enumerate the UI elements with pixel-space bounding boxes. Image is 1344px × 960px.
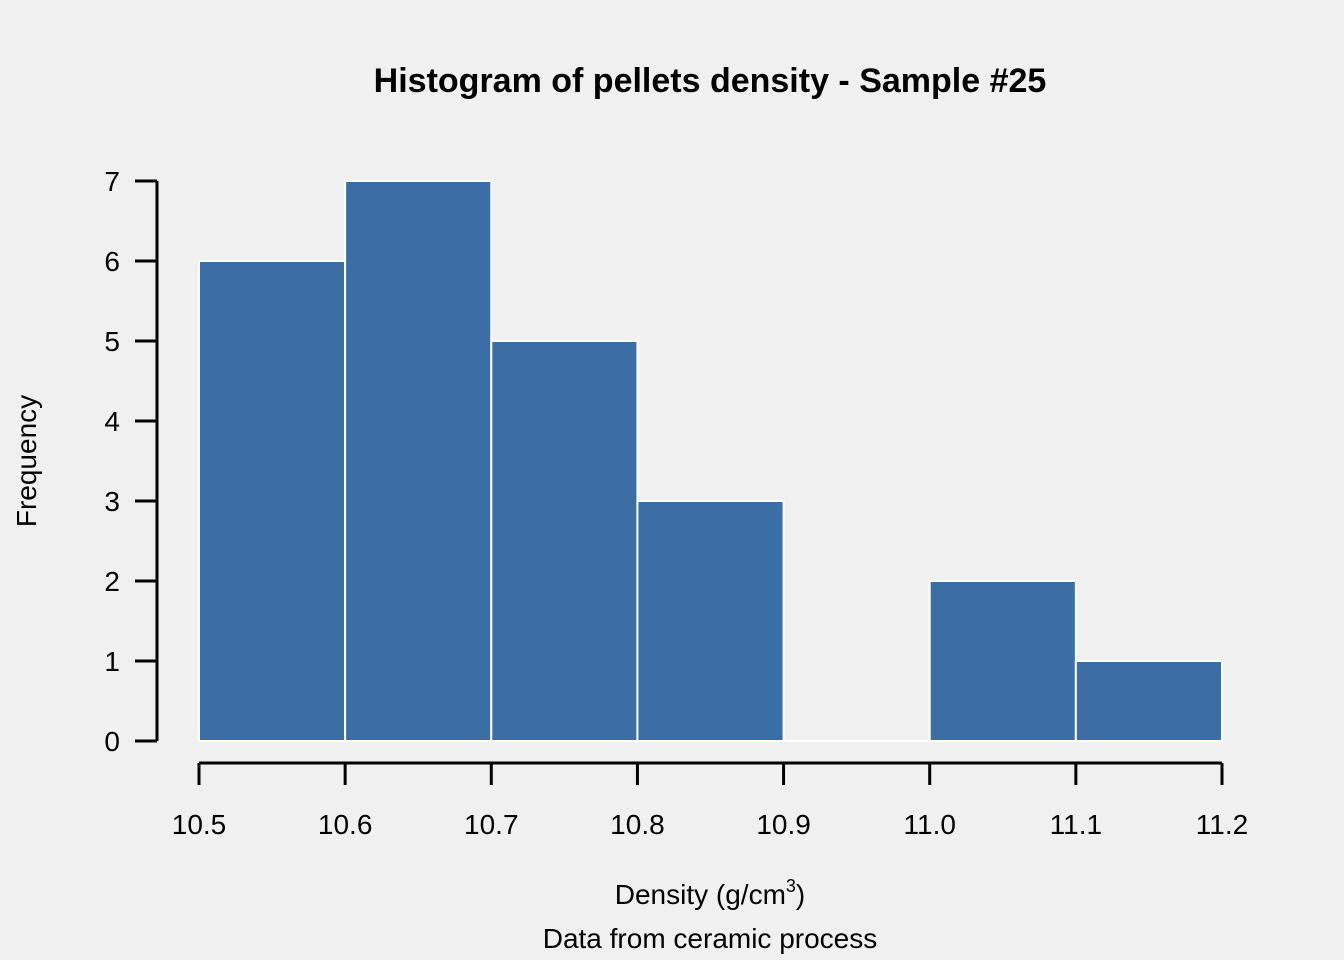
x-axis-label-text: Density (g/cm bbox=[615, 879, 786, 910]
y-axis: 0 1 2 3 4 5 6 7 bbox=[104, 166, 159, 757]
chart-title: Histogram of pellets density - Sample #2… bbox=[374, 62, 1047, 100]
bars-group bbox=[198, 180, 1224, 742]
histogram-bar-3 bbox=[636, 500, 785, 742]
histogram-bar-2 bbox=[490, 340, 639, 742]
histogram-bar-1 bbox=[344, 180, 493, 742]
x-axis: 10.5 10.6 10.7 10.8 10.9 11.0 11.1 11.2 bbox=[172, 761, 1248, 840]
y-tick-label-5: 5 bbox=[104, 326, 120, 357]
x-axis-label-superscript: 3 bbox=[786, 876, 796, 896]
x-tick-label-0: 10.5 bbox=[172, 809, 227, 840]
y-tick-label-0: 0 bbox=[104, 726, 120, 757]
x-tick-label-4: 10.9 bbox=[756, 809, 811, 840]
y-tick-label-3: 3 bbox=[104, 486, 120, 517]
chart-subtitle: Data from ceramic process bbox=[543, 923, 878, 954]
x-axis-label-end: ) bbox=[796, 879, 805, 910]
x-tick-label-5: 11.0 bbox=[904, 809, 956, 840]
x-axis-label: Density (g/cm3) bbox=[615, 876, 806, 910]
x-tick-label-2: 10.7 bbox=[464, 809, 519, 840]
histogram-bar-6 bbox=[1074, 660, 1224, 742]
y-tick-label-4: 4 bbox=[104, 406, 120, 437]
x-tick-label-7: 11.2 bbox=[1196, 809, 1248, 840]
y-tick-label-7: 7 bbox=[104, 166, 120, 197]
y-axis-label: Frequency bbox=[11, 395, 42, 527]
y-tick-label-1: 1 bbox=[104, 646, 120, 677]
y-tick-label-6: 6 bbox=[104, 246, 120, 277]
histogram-bar-5 bbox=[928, 580, 1077, 742]
x-tick-label-6: 11.1 bbox=[1050, 809, 1102, 840]
x-tick-label-3: 10.8 bbox=[610, 809, 665, 840]
histogram-bar-0 bbox=[198, 260, 347, 742]
x-tick-label-1: 10.6 bbox=[318, 809, 373, 840]
y-tick-label-2: 2 bbox=[104, 566, 120, 597]
